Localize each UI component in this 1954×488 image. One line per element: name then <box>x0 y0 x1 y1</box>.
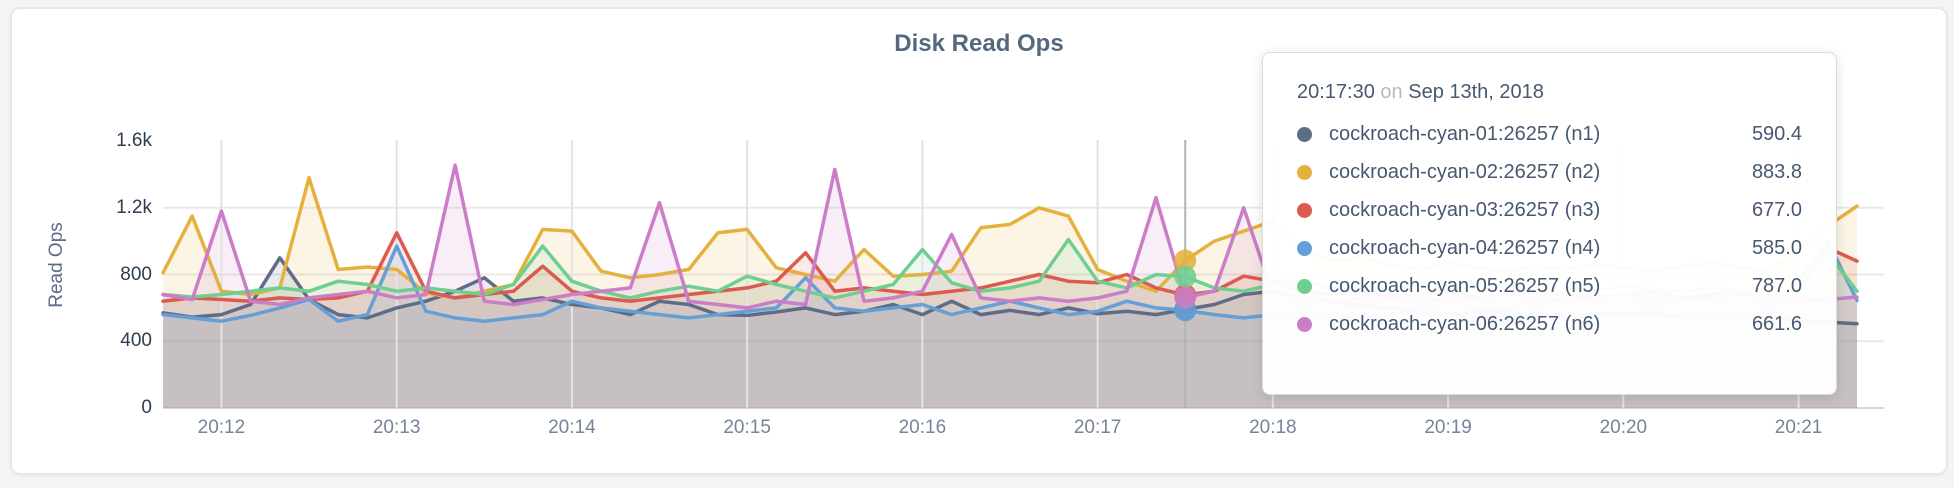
x-tick-label: 20:17 <box>1073 417 1122 438</box>
series-label: cockroach-cyan-03:26257 (n3) <box>1329 198 1601 221</box>
y-tick-label: 0 <box>141 397 152 418</box>
hover-point <box>1174 265 1197 288</box>
series-color-dot <box>1297 202 1312 218</box>
series-color-dot <box>1297 278 1312 294</box>
hover-point <box>1174 286 1197 309</box>
series-color-dot <box>1297 240 1312 256</box>
tooltip-header: 20:17:30 on Sep 13th, 2018 <box>1297 77 1802 107</box>
x-tick-label: 20:20 <box>1599 417 1648 438</box>
tooltip-series-row: cockroach-cyan-01:26257 (n1) 590.4 <box>1297 115 1802 153</box>
x-tick-label: 20:21 <box>1774 417 1823 438</box>
series-label: cockroach-cyan-05:26257 (n5) <box>1329 274 1601 297</box>
tooltip-date: Sep 13th, 2018 <box>1408 81 1544 103</box>
hover-point <box>1174 249 1197 272</box>
tooltip-connector: on <box>1380 81 1403 103</box>
x-tick-label: 20:18 <box>1249 417 1297 438</box>
tooltip-series-row: cockroach-cyan-04:26257 (n4) 585.0 <box>1297 229 1802 267</box>
x-tick-label: 20:12 <box>197 417 246 438</box>
y-tick-label: 1.6k <box>116 130 152 151</box>
tooltip-time: 20:17:30 <box>1297 81 1375 103</box>
y-tick-label: 800 <box>120 263 152 285</box>
series-value: 585.0 <box>1751 236 1802 259</box>
tooltip-rows: cockroach-cyan-01:26257 (n1) 590.4 cockroa… <box>1297 115 1802 343</box>
y-tick-label: 400 <box>120 330 152 352</box>
x-tick-label: 20:16 <box>898 417 947 438</box>
series-label: cockroach-cyan-01:26257 (n1) <box>1329 122 1601 145</box>
x-tick-label: 20:14 <box>548 417 596 438</box>
series-color-dot <box>1297 164 1312 180</box>
series-color-dot <box>1297 126 1312 142</box>
tooltip-series-row: cockroach-cyan-05:26257 (n5) 787.0 <box>1297 267 1802 305</box>
series-value: 787.0 <box>1751 274 1802 297</box>
tooltip-series-row: cockroach-cyan-03:26257 (n3) 677.0 <box>1297 191 1802 229</box>
x-tick-label: 20:13 <box>372 417 421 438</box>
chart-tooltip: 20:17:30 on Sep 13th, 2018 cockroach-cya… <box>1262 52 1837 395</box>
series-label: cockroach-cyan-04:26257 (n4) <box>1329 236 1601 259</box>
series-value: 883.8 <box>1751 160 1802 183</box>
tooltip-series-row: cockroach-cyan-02:26257 (n2) 883.8 <box>1297 153 1802 191</box>
series-color-dot <box>1297 316 1312 332</box>
series-value: 677.0 <box>1751 198 1802 221</box>
x-tick-label: 20:15 <box>723 417 771 438</box>
x-tick-label: 20:19 <box>1424 417 1472 438</box>
series-label: cockroach-cyan-06:26257 (n6) <box>1329 312 1601 335</box>
chart-title: Disk Read Ops <box>894 30 1064 57</box>
tooltip-series-row: cockroach-cyan-06:26257 (n6) 661.6 <box>1297 305 1802 343</box>
series-label: cockroach-cyan-02:26257 (n2) <box>1329 160 1601 183</box>
series-value: 590.4 <box>1751 122 1802 145</box>
series-value: 661.6 <box>1751 312 1802 335</box>
y-tick-label: 1.2k <box>116 196 152 218</box>
